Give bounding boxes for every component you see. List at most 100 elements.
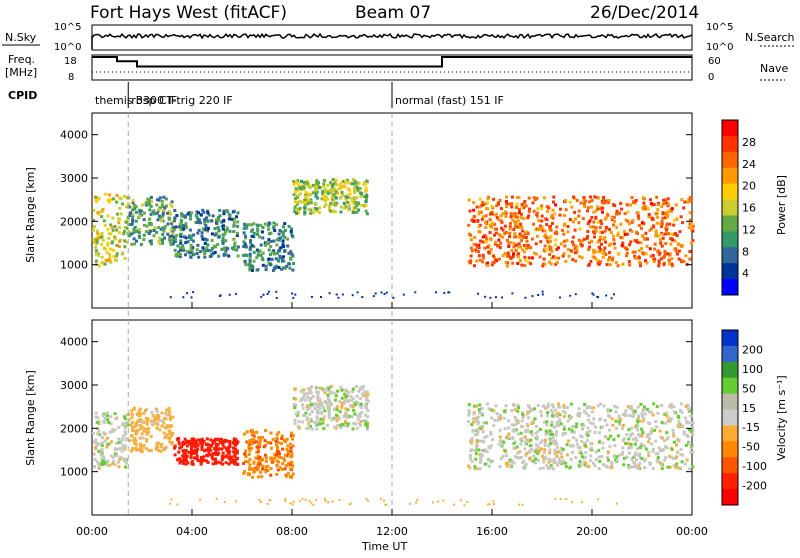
scatter-cell bbox=[248, 458, 252, 461]
scatter-cell bbox=[107, 421, 111, 424]
scatter-cell bbox=[667, 202, 671, 206]
scatter-cell bbox=[642, 221, 646, 225]
scatter-cell bbox=[586, 433, 590, 437]
scatter-cell bbox=[592, 210, 596, 214]
scatter-cell bbox=[665, 227, 669, 230]
scatter-cell bbox=[262, 445, 266, 449]
scatter-cell bbox=[577, 221, 581, 225]
scatter-cell bbox=[643, 412, 647, 416]
scatter-cell bbox=[318, 419, 322, 423]
colorbar-tick-label: 12 bbox=[742, 223, 756, 236]
scatter-cell bbox=[344, 399, 348, 403]
scatter-cell bbox=[680, 460, 684, 464]
scatter-cell bbox=[673, 218, 677, 222]
scatter-cell bbox=[469, 246, 473, 250]
scatter-cell bbox=[358, 187, 362, 191]
scatter-cell bbox=[128, 232, 132, 236]
scatter-cell bbox=[392, 296, 395, 299]
date-title: 26/Dec/2014 bbox=[590, 3, 699, 23]
scatter-cell bbox=[106, 414, 109, 418]
scatter-cell bbox=[655, 405, 659, 408]
scatter-cell bbox=[293, 200, 297, 204]
scatter-cell bbox=[332, 407, 336, 411]
scatter-cell bbox=[111, 248, 115, 252]
scatter-cell bbox=[582, 196, 586, 199]
scatter-cell bbox=[640, 427, 644, 431]
scatter-cell bbox=[275, 450, 279, 454]
scatter-cell bbox=[306, 192, 310, 196]
scatter-cell bbox=[531, 295, 534, 298]
scatter-cell bbox=[631, 415, 635, 418]
scatter-cell bbox=[190, 440, 194, 444]
scatter-cell bbox=[484, 462, 488, 466]
scatter-cell bbox=[339, 181, 343, 185]
scatter-cell bbox=[688, 257, 692, 261]
scatter-cell bbox=[510, 256, 513, 260]
scatter-cell bbox=[284, 440, 288, 444]
scatter-cell bbox=[575, 245, 579, 249]
scatter-cell bbox=[551, 411, 555, 415]
scatter-cell bbox=[689, 429, 693, 433]
scatter-cell bbox=[135, 430, 139, 433]
scatter-cell bbox=[138, 228, 142, 232]
scatter-cell bbox=[603, 236, 607, 240]
scatter-cell bbox=[684, 404, 688, 408]
scatter-cell bbox=[603, 435, 607, 439]
scatter-cell bbox=[675, 438, 679, 442]
scatter-cell bbox=[598, 226, 602, 229]
scatter-cell bbox=[293, 387, 297, 391]
scatter-cell bbox=[627, 446, 631, 450]
scatter-cell bbox=[344, 195, 348, 199]
scatter-cell bbox=[134, 443, 138, 446]
colorbar-tick-label: -100 bbox=[742, 460, 767, 473]
scatter-cell bbox=[522, 217, 526, 221]
scatter-cell bbox=[510, 423, 514, 427]
scatter-cell bbox=[134, 439, 138, 443]
scatter-cell bbox=[479, 210, 483, 214]
scatter-cell bbox=[564, 208, 568, 212]
scatter-cell bbox=[627, 405, 631, 409]
scatter-cell bbox=[331, 183, 335, 187]
scatter-cell bbox=[315, 427, 319, 431]
scatter-cell bbox=[479, 458, 483, 462]
scatter-cell bbox=[552, 425, 556, 429]
scatter-cell bbox=[637, 224, 641, 227]
scatter-cell bbox=[601, 441, 605, 445]
scatter-cell bbox=[314, 192, 318, 196]
scatter-cell bbox=[214, 245, 218, 249]
scatter-cell bbox=[498, 198, 502, 202]
scatter-cell bbox=[332, 391, 336, 395]
scatter-cell bbox=[636, 241, 640, 245]
scatter-cell bbox=[158, 428, 162, 432]
scatter-cell bbox=[669, 405, 673, 409]
scatter-cell bbox=[192, 451, 196, 455]
scatter-cell bbox=[148, 217, 152, 221]
scatter-cell bbox=[556, 414, 560, 418]
scatter-cell bbox=[477, 254, 481, 258]
scatter-cell bbox=[307, 207, 311, 211]
scatter-cell bbox=[326, 401, 330, 405]
scatter-cell bbox=[670, 262, 674, 266]
scatter-cell bbox=[180, 212, 184, 216]
scatter-cell bbox=[331, 202, 335, 206]
scatter-cell bbox=[204, 223, 208, 227]
colorbar-tick-label: -50 bbox=[742, 441, 760, 454]
scatter-cell bbox=[610, 417, 614, 421]
colorbar-tick-label: 200 bbox=[742, 343, 763, 356]
scatter-cell bbox=[149, 419, 153, 423]
scatter-cell bbox=[149, 435, 153, 439]
scatter-cell bbox=[566, 225, 570, 228]
scatter-cell bbox=[100, 255, 104, 259]
scatter-cell bbox=[545, 464, 549, 468]
scatter-cell bbox=[200, 231, 204, 235]
scatter-cell bbox=[587, 263, 591, 266]
scatter-cell bbox=[537, 219, 541, 223]
scatter-cell bbox=[214, 461, 218, 465]
scatter-cell bbox=[179, 232, 183, 236]
scatter-cell bbox=[148, 239, 152, 243]
scatter-cell bbox=[665, 232, 669, 236]
scatter-cell bbox=[118, 207, 122, 210]
scatter-cell bbox=[145, 422, 149, 426]
scatter-cell bbox=[221, 242, 225, 245]
scatter-cell bbox=[577, 238, 581, 242]
